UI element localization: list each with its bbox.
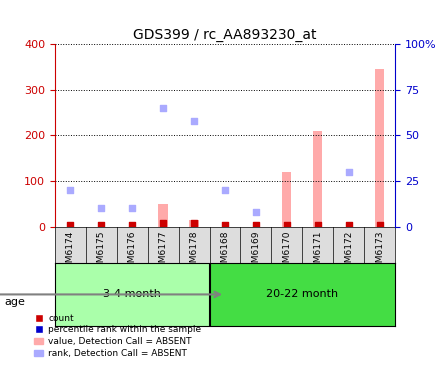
Text: GSM6176: GSM6176 <box>127 230 136 274</box>
Text: GSM6169: GSM6169 <box>251 230 260 274</box>
Text: GSM6177: GSM6177 <box>158 230 167 274</box>
Point <box>283 222 290 228</box>
Title: GDS399 / rc_AA893230_at: GDS399 / rc_AA893230_at <box>133 27 316 41</box>
Point <box>159 105 166 111</box>
Bar <box>189 220 198 227</box>
Text: 3-4 month: 3-4 month <box>103 290 161 299</box>
Point <box>159 220 166 226</box>
Point <box>252 209 259 215</box>
Point <box>128 222 135 228</box>
Point <box>190 220 197 226</box>
Text: 20-22 month: 20-22 month <box>265 290 338 299</box>
Text: GSM6170: GSM6170 <box>282 230 291 274</box>
Point <box>67 222 74 228</box>
Bar <box>158 204 167 227</box>
Point <box>98 222 105 228</box>
Point <box>314 222 321 228</box>
Legend: count, percentile rank within the sample, value, Detection Call = ABSENT, rank, : count, percentile rank within the sample… <box>31 310 204 362</box>
Point <box>375 222 382 228</box>
Point <box>128 205 135 211</box>
Point <box>190 118 197 124</box>
Point <box>221 187 228 193</box>
Text: GSM6178: GSM6178 <box>189 230 198 274</box>
Point <box>344 222 351 228</box>
Text: GSM6172: GSM6172 <box>343 230 353 274</box>
Point <box>252 222 259 228</box>
Text: GSM6173: GSM6173 <box>374 230 383 274</box>
Point <box>344 169 351 175</box>
Point <box>98 205 105 211</box>
Text: GSM6171: GSM6171 <box>313 230 321 274</box>
Bar <box>312 131 321 227</box>
Point <box>67 187 74 193</box>
Bar <box>374 69 383 227</box>
Text: GSM6174: GSM6174 <box>66 230 74 274</box>
Bar <box>282 172 291 227</box>
Text: GSM6175: GSM6175 <box>96 230 106 274</box>
Text: GSM6168: GSM6168 <box>220 230 229 274</box>
Point <box>221 222 228 228</box>
Text: age: age <box>4 297 25 307</box>
